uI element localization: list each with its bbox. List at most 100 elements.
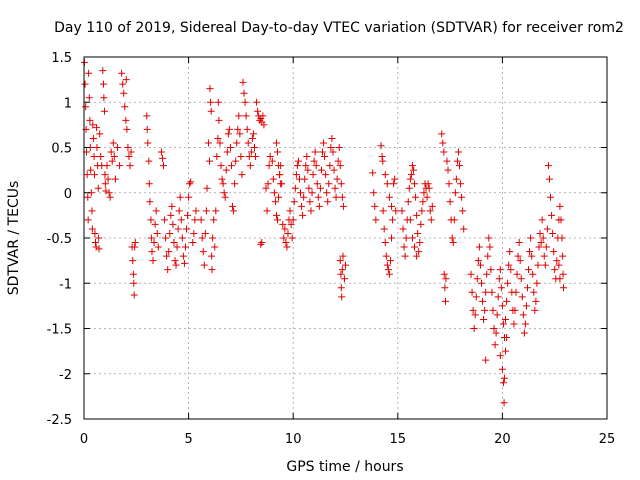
data-point [101,171,109,179]
data-point [406,175,414,183]
data-point [235,112,243,120]
data-point [233,139,241,147]
data-point [326,162,334,170]
data-point [414,229,422,237]
data-point [413,252,421,260]
data-point [143,125,151,133]
data-point [372,216,380,224]
data-point [534,261,542,269]
data-point [419,198,427,206]
data-point [266,153,274,161]
data-point [243,125,251,133]
data-point [550,248,558,256]
data-point [526,248,534,256]
data-point [239,78,247,86]
data-point [309,171,317,179]
data-point [402,234,410,242]
data-point [213,153,221,161]
data-point [105,189,113,197]
data-point [247,148,255,156]
y-axis-label: SDTVAR / TECUs [6,181,22,296]
data-point [90,153,98,161]
data-point [306,198,314,206]
data-point [310,157,318,165]
data-point [522,302,530,310]
data-point [116,162,124,170]
data-point [460,225,468,233]
data-point [331,184,339,192]
data-point [417,220,425,228]
data-point [108,157,116,165]
data-point [491,341,499,349]
data-point [262,184,270,192]
data-point [325,180,333,188]
data-point [126,162,134,170]
data-point [384,266,392,274]
data-point [222,166,230,174]
data-point [123,125,131,133]
data-point [495,275,503,283]
data-point [337,284,345,292]
data-point [391,175,399,183]
data-point [469,306,477,314]
data-point [175,207,183,215]
data-point [290,198,298,206]
data-point [333,175,341,183]
data-point [329,148,337,156]
data-point [538,216,546,224]
data-point [340,275,348,283]
data-point [238,171,246,179]
data-point [241,98,249,106]
data-point [454,148,462,156]
data-point [452,175,460,183]
data-point [186,180,194,188]
data-point [451,189,459,197]
data-point [474,257,482,265]
data-point [177,216,185,224]
data-point [524,284,532,292]
data-point [335,144,343,151]
data-point [165,248,173,256]
data-point [527,234,535,242]
data-point [407,171,415,179]
data-point [381,171,389,179]
data-point [110,153,118,161]
data-point [163,252,171,260]
data-point [207,107,215,115]
data-point [423,193,431,201]
data-point [475,243,483,251]
data-point [529,270,537,278]
data-point [459,207,467,215]
data-point [150,239,158,247]
data-point [85,94,93,102]
data-point [219,180,227,188]
data-point [484,252,492,260]
data-point [315,202,323,210]
data-point [176,193,184,201]
data-point [521,320,529,328]
data-point [217,162,225,170]
data-point [317,166,325,174]
data-point [153,229,161,237]
data-point [147,216,155,224]
data-point [236,130,244,138]
data-point [543,225,551,233]
data-point [476,261,484,269]
y-tick-label: -2.5 [47,413,72,428]
data-point [173,243,181,251]
data-point [190,229,198,237]
data-point [221,193,229,201]
data-point [208,252,216,260]
data-point [380,225,388,233]
data-point [305,184,313,192]
data-point [248,134,256,142]
data-point [379,207,387,215]
data-point [157,148,165,156]
data-point [427,216,435,224]
data-point [301,175,309,183]
data-point [264,180,272,188]
data-point [298,202,306,210]
data-point [250,144,258,151]
data-point [145,180,153,188]
data-point [443,157,451,165]
